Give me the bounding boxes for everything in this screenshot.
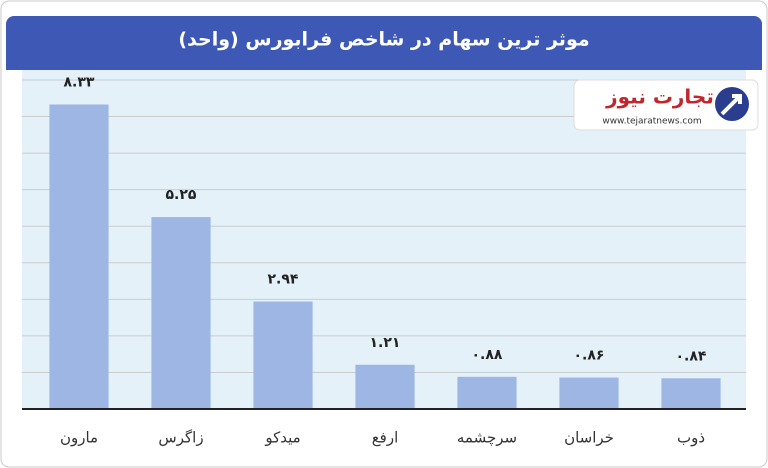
title-bar-base bbox=[6, 40, 762, 70]
logo-url: www.tejaratnews.com bbox=[602, 117, 701, 127]
x-tick-label: ذوب bbox=[677, 429, 705, 447]
x-tick-label: سرچشمه bbox=[457, 429, 517, 447]
bar bbox=[457, 376, 517, 409]
data-label: ۰.۸۶ bbox=[574, 348, 605, 364]
logo-arrow bbox=[720, 94, 742, 116]
x-tick-label: مارون bbox=[60, 429, 98, 447]
chart-title: موثر ترین سهام در شاخص فرابورس (واحد) bbox=[178, 29, 589, 51]
bar bbox=[559, 377, 619, 409]
x-tick-label: ارفع bbox=[372, 429, 399, 447]
x-tick-label: زاگرس bbox=[158, 429, 203, 447]
bar bbox=[661, 378, 721, 409]
bar bbox=[49, 104, 109, 410]
bar bbox=[355, 364, 415, 409]
data-label: ۵.۲۵ bbox=[166, 187, 197, 203]
logo-box bbox=[573, 79, 759, 131]
bar bbox=[253, 301, 313, 409]
data-label: ۰.۸۴ bbox=[676, 348, 707, 364]
x-tick-label: میدکو bbox=[264, 429, 300, 447]
logo: تجارت نیوز www.tejaratnews.com bbox=[573, 79, 759, 131]
data-label: ۲.۹۴ bbox=[268, 272, 299, 288]
data-label: ۰.۸۸ bbox=[472, 347, 503, 363]
data-label: ۸.۳۳ bbox=[64, 74, 95, 90]
data-label: ۱.۲۱ bbox=[370, 335, 401, 351]
logo-name: تجارت نیوز bbox=[605, 85, 714, 109]
x-tick-label: خراسان bbox=[564, 429, 614, 447]
bar bbox=[151, 217, 211, 409]
